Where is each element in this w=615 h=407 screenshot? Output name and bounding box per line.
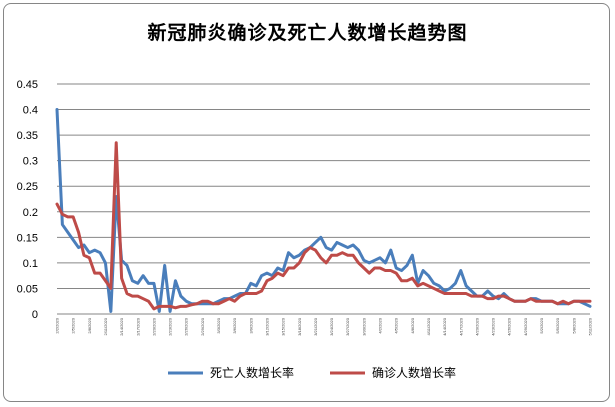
- x-tick-label: 4/5/2020: [394, 317, 399, 333]
- legend-label-confirmed: 确诊人数增长率: [372, 365, 456, 380]
- x-tick-label: 4/20/2020: [474, 317, 479, 336]
- x-tick-label: 5/2/2020: [539, 317, 544, 333]
- x-tick-label: 3/6/2020: [232, 317, 237, 333]
- x-tick-label: 4/8/2020: [410, 317, 415, 333]
- x-tick-label: 4/11/2020: [426, 317, 431, 335]
- x-tick-label: 3/3/2020: [216, 317, 221, 333]
- x-tick-label: 4/29/2020: [523, 317, 528, 336]
- x-tick-label: 2/5/2020: [71, 317, 76, 333]
- y-tick-label: 0.45: [17, 79, 38, 91]
- y-tick-label: 0.15: [17, 232, 38, 244]
- x-tick-label: 3/24/2020: [329, 317, 334, 336]
- y-tick-label: 0.4: [23, 105, 38, 117]
- legend: 死亡人数增长率 确诊人数增长率: [168, 365, 456, 380]
- series-line-deaths: [55, 108, 592, 313]
- x-tick-label: 2/29/2020: [200, 317, 205, 336]
- y-tick-label: 0.25: [17, 181, 38, 193]
- y-tick-label: 0.1: [23, 258, 38, 270]
- legend-item-deaths: 死亡人数增长率: [168, 365, 294, 380]
- y-tick-label: 0.2: [23, 207, 38, 219]
- x-tick-label: 3/21/2020: [313, 317, 318, 336]
- x-tick-label: 2/26/2020: [184, 317, 189, 336]
- x-tick-label: 2/2/2020: [55, 317, 60, 333]
- x-tick-label: 3/18/2020: [297, 317, 302, 336]
- x-tick-label: 4/14/2020: [442, 317, 447, 336]
- x-tick-label: 3/9/2020: [248, 317, 253, 333]
- x-tick-label: 5/5/2020: [555, 317, 560, 333]
- x-tick-label: 4/2/2020: [378, 317, 383, 333]
- gridlines: [57, 83, 590, 289]
- x-tick-label: 3/27/2020: [345, 317, 350, 336]
- x-tick-label: 2/23/2020: [168, 317, 173, 336]
- x-tick-label: 3/30/2020: [361, 317, 366, 336]
- chart-title: 新冠肺炎确诊及死亡人数增长趋势图: [147, 22, 468, 44]
- y-tick-label: 0.3: [23, 156, 38, 168]
- x-tick-label: 4/23/2020: [491, 317, 496, 336]
- x-tick-label: 2/14/2020: [119, 317, 124, 336]
- y-tick-label: 0.35: [17, 130, 38, 142]
- series-lines: [55, 108, 592, 313]
- x-tick-label: 3/12/2020: [264, 317, 269, 336]
- series-line-confirmed: [55, 141, 592, 311]
- x-tick-label: 5/8/2020: [571, 317, 576, 333]
- y-axis-ticks: 0 0.05 0.1 0.15 0.2 0.25 0.3 0.35 0.4 0.45: [17, 79, 38, 321]
- x-tick-label: 2/17/2020: [135, 317, 140, 336]
- chart-frame: [3, 3, 610, 402]
- x-tick-label: 2/8/2020: [87, 317, 92, 333]
- x-axis-ticks: 2/2/2020 2/5/2020 2/8/2020 2/11/2020 2/14/20…: [55, 317, 593, 336]
- x-tick-label: 4/26/2020: [507, 317, 512, 336]
- x-tick-label: 2/11/2020: [103, 317, 108, 335]
- y-tick-label: 0.05: [17, 283, 38, 295]
- x-tick-label: 3/15/2020: [281, 317, 286, 336]
- legend-item-confirmed: 确诊人数增长率: [330, 365, 456, 380]
- y-tick-label: 0: [32, 309, 38, 321]
- legend-label-deaths: 死亡人数增长率: [210, 365, 294, 380]
- x-tick-label: 4/17/2020: [458, 317, 463, 336]
- x-tick-label: 5/11/2020: [588, 317, 593, 335]
- x-tick-label: 2/20/2020: [151, 317, 156, 336]
